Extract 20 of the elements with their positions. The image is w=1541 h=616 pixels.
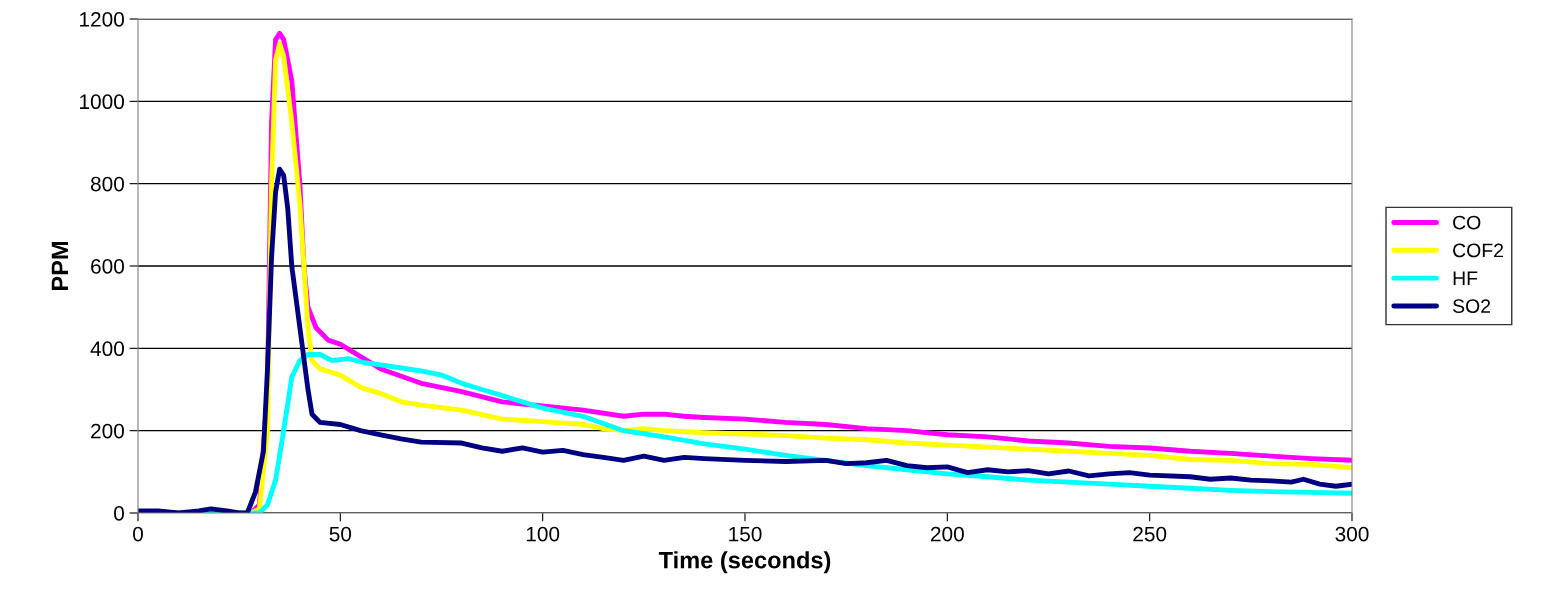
x-tick-label: 250 [1133, 526, 1167, 542]
y-tick-label: 600 [91, 259, 124, 274]
x-tick-label: 0 [133, 526, 143, 542]
legend-label: HF [1453, 271, 1478, 285]
y-axis-title: PPM [51, 242, 69, 290]
x-tick-label: 150 [729, 526, 762, 542]
x-tick-label: 200 [931, 526, 964, 542]
x-tick-label: 50 [329, 526, 352, 542]
legend-label: SO2 [1453, 299, 1491, 313]
y-tick-label: 200 [91, 423, 124, 439]
x-tick-label: 300 [1335, 526, 1369, 542]
legend-label: CO [1453, 215, 1481, 230]
y-tick-label: 400 [90, 341, 124, 357]
legend-label: COF2 [1453, 243, 1503, 258]
y-tick-label: 0 [114, 506, 124, 521]
y-tick-label: 1000 [80, 94, 124, 110]
y-tick-label: 800 [90, 176, 124, 192]
x-tick-label: 100 [526, 526, 560, 542]
x-axis-title: Time (seconds) [658, 551, 831, 574]
y-tick-label: 1200 [80, 12, 124, 27]
